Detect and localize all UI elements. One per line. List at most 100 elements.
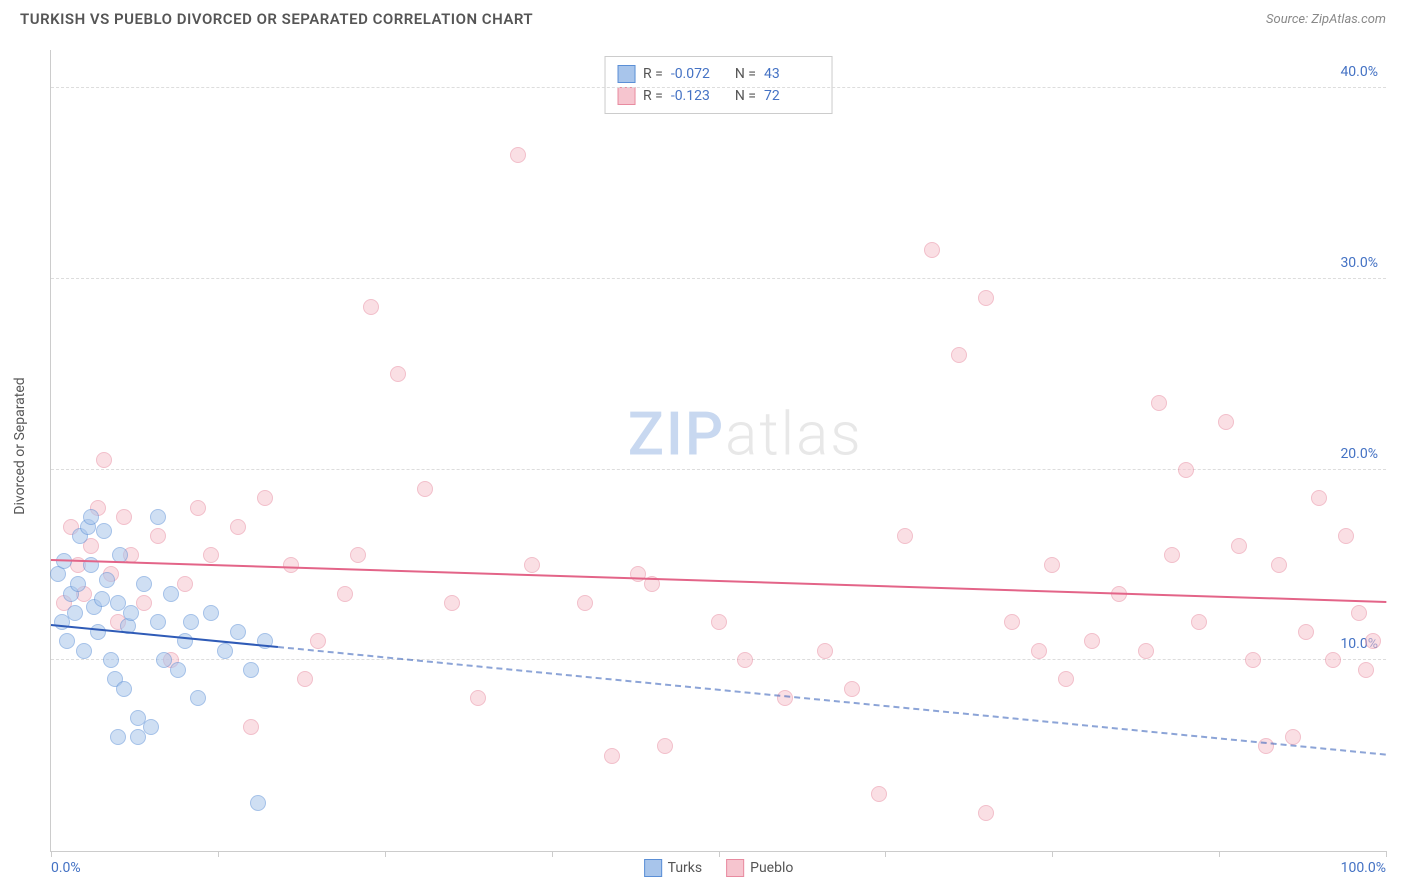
xtick-label: 0.0% bbox=[51, 860, 81, 876]
data-point-turks bbox=[250, 795, 266, 811]
swatch-pueblo bbox=[726, 859, 744, 877]
data-point-pueblo bbox=[924, 242, 940, 258]
data-point-pueblo bbox=[243, 719, 259, 735]
data-point-turks bbox=[150, 509, 166, 525]
data-point-pueblo bbox=[657, 738, 673, 754]
legend-row-turks: R = -0.072 N = 43 bbox=[617, 63, 820, 85]
ytick-label: 40.0% bbox=[1340, 64, 1378, 80]
data-point-turks bbox=[94, 591, 110, 607]
chart-plot-area: ZIPatlas R = -0.072 N = 43 R = -0.123 N … bbox=[50, 50, 1386, 852]
data-point-turks bbox=[170, 662, 186, 678]
source-label: Source: ZipAtlas.com bbox=[1266, 12, 1386, 27]
data-point-pueblo bbox=[737, 652, 753, 668]
swatch-pueblo bbox=[617, 87, 635, 105]
data-point-pueblo bbox=[1365, 633, 1381, 649]
data-point-turks bbox=[103, 652, 119, 668]
trend-line bbox=[278, 646, 1386, 756]
watermark-zip: ZIP bbox=[628, 399, 725, 470]
ytick-label: 20.0% bbox=[1340, 446, 1378, 462]
xtick bbox=[385, 851, 386, 857]
data-point-pueblo bbox=[136, 595, 152, 611]
data-point-turks bbox=[163, 586, 179, 602]
data-point-pueblo bbox=[203, 547, 219, 563]
data-point-pueblo bbox=[1151, 395, 1167, 411]
data-point-pueblo bbox=[470, 690, 486, 706]
data-point-pueblo bbox=[817, 643, 833, 659]
chart-title: TURKISH VS PUEBLO DIVORCED OR SEPARATED … bbox=[20, 10, 533, 28]
data-point-turks bbox=[116, 681, 132, 697]
data-point-pueblo bbox=[1084, 633, 1100, 649]
data-point-pueblo bbox=[1164, 547, 1180, 563]
data-point-pueblo bbox=[417, 481, 433, 497]
ytick-label: 30.0% bbox=[1340, 255, 1378, 271]
data-point-pueblo bbox=[1285, 729, 1301, 745]
data-point-pueblo bbox=[951, 347, 967, 363]
data-point-turks bbox=[90, 624, 106, 640]
watermark-rest: atlas bbox=[725, 399, 863, 470]
header-bar: TURKISH VS PUEBLO DIVORCED OR SEPARATED … bbox=[0, 0, 1406, 33]
data-point-pueblo bbox=[1358, 662, 1374, 678]
data-point-pueblo bbox=[1044, 557, 1060, 573]
legend-r-label: R = bbox=[643, 66, 663, 82]
xtick bbox=[719, 851, 720, 857]
data-point-turks bbox=[130, 729, 146, 745]
watermark: ZIPatlas bbox=[628, 399, 863, 470]
data-point-pueblo bbox=[283, 557, 299, 573]
data-point-pueblo bbox=[390, 366, 406, 382]
gridline bbox=[51, 659, 1386, 660]
data-point-turks bbox=[203, 605, 219, 621]
trend-line bbox=[51, 559, 1386, 603]
legend-r-label: R = bbox=[643, 88, 663, 104]
data-point-pueblo bbox=[1351, 605, 1367, 621]
swatch-turks bbox=[617, 65, 635, 83]
data-point-turks bbox=[136, 576, 152, 592]
data-point-turks bbox=[110, 729, 126, 745]
data-point-pueblo bbox=[604, 748, 620, 764]
data-point-pueblo bbox=[190, 500, 206, 516]
bottom-legend-turks: Turks bbox=[644, 859, 703, 877]
data-point-pueblo bbox=[844, 681, 860, 697]
data-point-turks bbox=[143, 719, 159, 735]
data-point-pueblo bbox=[1031, 643, 1047, 659]
data-point-pueblo bbox=[1178, 462, 1194, 478]
data-point-pueblo bbox=[524, 557, 540, 573]
data-point-pueblo bbox=[577, 595, 593, 611]
data-point-turks bbox=[67, 605, 83, 621]
data-point-pueblo bbox=[230, 519, 246, 535]
bottom-legend-label-turks: Turks bbox=[668, 860, 703, 876]
data-point-pueblo bbox=[1004, 614, 1020, 630]
data-point-pueblo bbox=[1191, 614, 1207, 630]
xtick bbox=[1219, 851, 1220, 857]
data-point-pueblo bbox=[978, 805, 994, 821]
data-point-pueblo bbox=[897, 528, 913, 544]
xtick bbox=[885, 851, 886, 857]
data-point-turks bbox=[230, 624, 246, 640]
xtick bbox=[218, 851, 219, 857]
data-point-pueblo bbox=[1325, 652, 1341, 668]
data-point-pueblo bbox=[257, 490, 273, 506]
legend-n-label: N = bbox=[735, 88, 756, 104]
bottom-legend-pueblo: Pueblo bbox=[726, 859, 793, 877]
legend-r-turks: -0.072 bbox=[671, 66, 727, 82]
gridline bbox=[51, 278, 1386, 279]
data-point-pueblo bbox=[1271, 557, 1287, 573]
legend-n-label: N = bbox=[735, 66, 756, 82]
data-point-pueblo bbox=[510, 147, 526, 163]
xtick bbox=[1052, 851, 1053, 857]
data-point-pueblo bbox=[337, 586, 353, 602]
xtick bbox=[552, 851, 553, 857]
data-point-pueblo bbox=[1298, 624, 1314, 640]
swatch-turks bbox=[644, 859, 662, 877]
gridline bbox=[51, 87, 1386, 88]
data-point-pueblo bbox=[1311, 490, 1327, 506]
data-point-pueblo bbox=[1058, 671, 1074, 687]
data-point-turks bbox=[183, 614, 199, 630]
legend-row-pueblo: R = -0.123 N = 72 bbox=[617, 85, 820, 107]
legend-r-pueblo: -0.123 bbox=[671, 88, 727, 104]
data-point-pueblo bbox=[444, 595, 460, 611]
data-point-turks bbox=[99, 572, 115, 588]
data-point-turks bbox=[96, 523, 112, 539]
data-point-pueblo bbox=[116, 509, 132, 525]
data-point-pueblo bbox=[871, 786, 887, 802]
bottom-legend-label-pueblo: Pueblo bbox=[750, 860, 793, 876]
